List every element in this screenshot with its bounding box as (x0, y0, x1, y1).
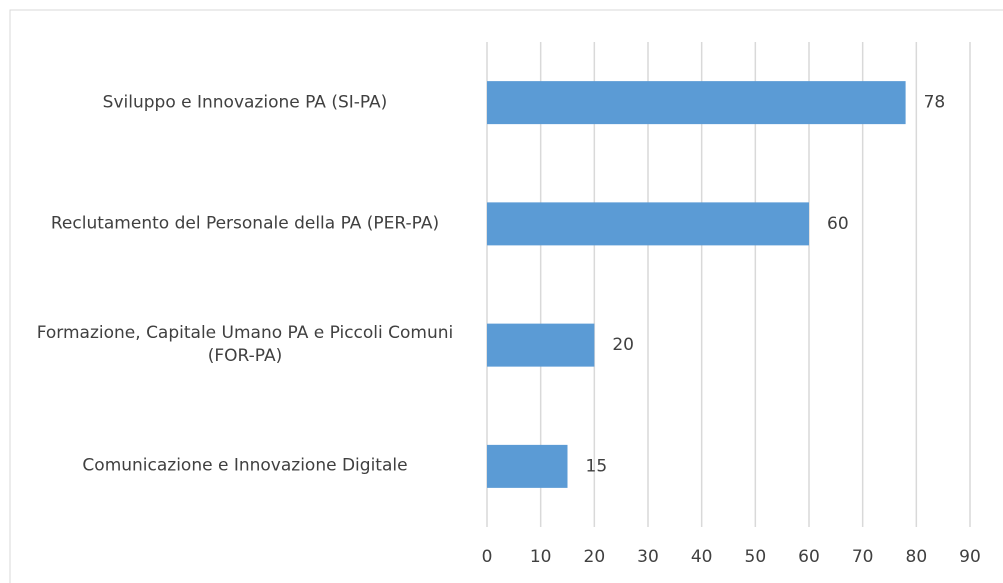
y-tick-label: Formazione, Capitale Umano PA e Piccoli … (36, 323, 454, 367)
x-tick-label: 70 (852, 547, 874, 567)
data-label: 15 (586, 456, 608, 476)
chart-border (9, 9, 1003, 583)
bar (487, 202, 809, 246)
x-tick-label: 80 (906, 547, 928, 567)
y-tick-label: Sviluppo e Innovazione PA (SI-PA) (102, 92, 388, 113)
data-label: 78 (924, 93, 946, 113)
bar (487, 444, 568, 488)
bar (487, 81, 906, 125)
bar (487, 323, 595, 367)
x-tick-label: 90 (959, 547, 981, 567)
data-label: 60 (827, 214, 849, 234)
x-tick-label: 30 (637, 547, 659, 567)
y-tick-label: Comunicazione e Innovazione Digitale (82, 455, 408, 476)
y-tick-label: Reclutamento del Personale della PA (PER… (50, 213, 440, 234)
x-tick-label: 50 (745, 547, 767, 567)
x-tick-label: 10 (530, 547, 552, 567)
data-label: 20 (612, 335, 634, 355)
x-tick-label: 0 (482, 547, 493, 567)
x-tick-label: 20 (584, 547, 606, 567)
x-tick-label: 40 (691, 547, 713, 567)
x-tick-label: 60 (798, 547, 820, 567)
